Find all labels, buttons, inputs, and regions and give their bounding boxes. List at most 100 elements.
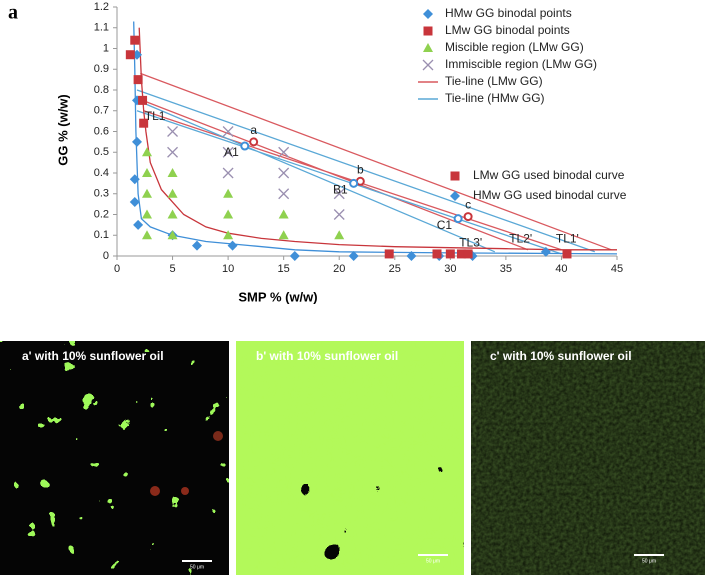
triangle-marker [167,209,178,219]
diamond-marker [132,136,142,147]
y-tick-label: 1.1 [94,22,109,34]
x-tick-label: 30 [444,263,456,275]
legend-label: HMw GG binodal points [445,6,572,20]
micrograph: a' with 10% sunflower oil 50 μm [0,341,229,575]
legend-label: Tie-line (LMw GG) [445,74,543,88]
micrograph: b' with 10% sunflower oil 50 μm [236,341,464,575]
diamond-marker [227,240,238,251]
x-tick-label: 15 [278,263,290,275]
cross-marker [167,126,179,137]
triangle-marker [278,230,289,240]
cross-marker [222,146,234,158]
legend-label: HMw GG used binodal curve [473,188,627,202]
square-marker [138,95,148,105]
diamond-marker [450,191,460,201]
y-tick-label: 0.4 [94,167,109,179]
triangle-marker [142,168,152,177]
caption: b' with 10% sunflower oil [256,349,398,363]
square-marker [133,75,143,85]
legend-label: Miscible region (LMw GG) [445,40,584,54]
scale-bar-label: 50 μm [190,564,204,570]
tie-line-label: TL1 [145,109,166,123]
micrographs: b a' with 10% sunflower oil 50 μm b' wit… [0,341,705,575]
micrograph: c' with 10% sunflower oil 50 μm [471,341,705,575]
square-marker [139,118,149,128]
x-tick-label: 45 [611,263,623,275]
cross-marker [222,167,234,179]
cross-marker [167,146,179,158]
x-tick-label: 20 [333,263,345,275]
point-label: c [465,198,471,212]
diamond-marker [133,219,144,230]
triangle-marker [167,188,178,198]
x-tick-label: 10 [222,263,234,275]
tie-line-label: TL3' [459,236,482,250]
tie-point [240,141,250,151]
square-marker [450,171,460,181]
triangle-marker [142,188,152,198]
caption: a' with 10% sunflower oil [22,349,164,363]
cross-marker [222,126,234,137]
triangle-marker [223,209,234,219]
chart: a SMP % (w/w) GG % (w/w) 0 0.1 0.2 0.3 0.4 0.… [8,1,627,305]
y-tick-label: 0.1 [94,229,109,241]
tie-line-label: TL2' [509,232,532,246]
y-tick-label: 1.2 [94,1,109,13]
tie-point [349,178,359,188]
point-label: A1 [224,145,239,159]
square-marker [384,249,394,259]
y-tick-label: 0.6 [94,125,109,137]
cross-marker [333,188,345,200]
cross-marker [422,59,434,71]
triangle-marker [223,188,234,198]
tie-point [249,137,259,147]
y-tick-label: 0.5 [94,146,109,158]
scale-bar-label: 50 μm [426,558,440,564]
point-label: B1 [333,183,348,197]
square-marker [445,249,455,259]
x-tick-label: 5 [169,263,175,275]
series-line [136,89,596,255]
triangle-marker [142,230,152,240]
x-tick-label: 35 [500,263,512,275]
diamond-marker [540,246,551,257]
scale-bar-label: 50 μm [642,558,656,564]
legend-label: LMw GG used binodal curve [473,168,625,182]
diamond-marker [192,240,202,251]
square-marker [423,26,433,36]
point-label: C1 [437,218,453,232]
y-tick-label: 0.7 [94,105,109,117]
triangle-marker [142,209,152,219]
y-tick-label: 0 [103,250,109,262]
x-tick-label: 40 [555,263,567,275]
square-marker [125,50,135,60]
x-tick-label: 0 [114,263,120,275]
triangle-marker [142,147,152,157]
triangle-marker [278,209,289,219]
diamond-marker [129,197,140,208]
panel-label: a [8,2,18,24]
point-label: b [357,162,364,176]
square-marker [463,249,473,259]
diamond-marker [406,251,417,261]
triangle-marker [223,230,234,240]
triangle-marker [167,168,178,177]
y-tick-label: 0.9 [94,63,109,75]
cross-marker [278,188,290,200]
y-tick-label: 0.3 [94,188,109,200]
square-marker [130,35,140,45]
diamond-marker [129,174,140,185]
y-tick-label: 0.8 [94,84,109,96]
tie-point [453,214,463,224]
square-marker [456,249,466,259]
legend-label: LMw GG binodal points [445,23,570,37]
tie-point [463,212,473,222]
point-label: a [250,123,257,137]
y-axis-title: GG % (w/w) [55,94,70,166]
diamond-marker [289,251,300,261]
triangle-marker [334,230,345,240]
y-tick-label: 0.2 [94,208,109,220]
triangle-marker [167,230,178,240]
y-tick-label: 1 [103,42,109,54]
